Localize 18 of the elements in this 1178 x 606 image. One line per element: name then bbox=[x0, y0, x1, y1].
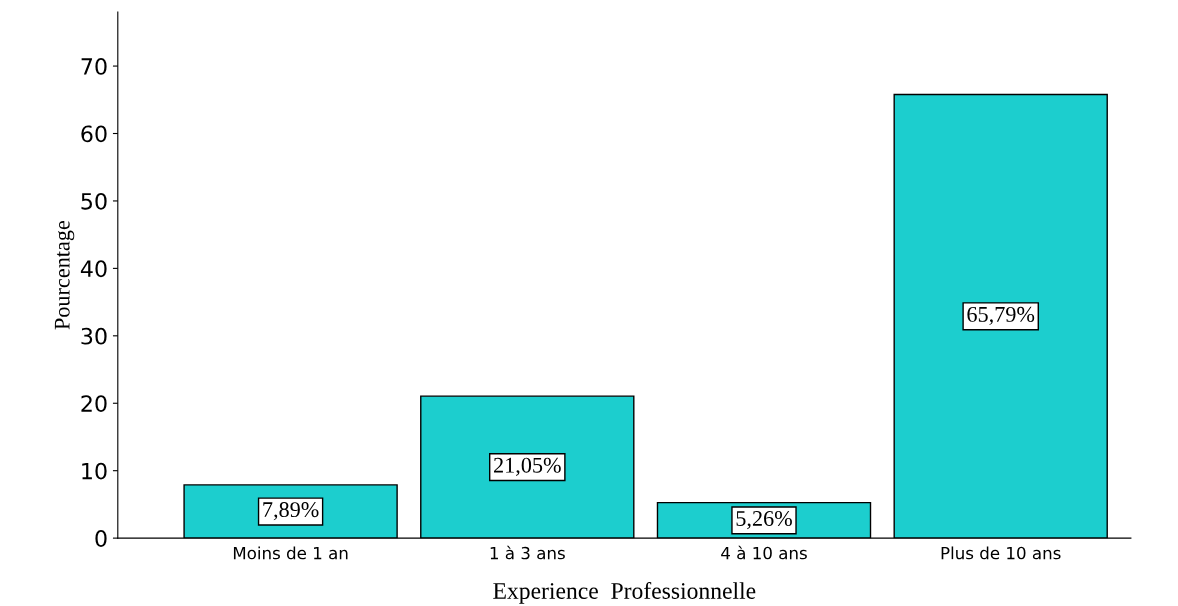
y-tick-label: 30 bbox=[81, 327, 107, 345]
x-tick-label: 1 à 3 ans bbox=[490, 545, 565, 560]
y-tick-label: 60 bbox=[81, 125, 107, 143]
x-tick-label: Moins de 1 an bbox=[233, 546, 348, 560]
data-label: 21,05% bbox=[494, 457, 561, 476]
x-tick-label: 4 à 10 ans bbox=[721, 545, 807, 560]
data-label: 7,89% bbox=[263, 502, 319, 521]
y-tick-label: 50 bbox=[81, 192, 107, 210]
data-label: 65,79% bbox=[967, 306, 1035, 326]
y-tick-label: 0 bbox=[95, 530, 107, 547]
y-axis-title: Pourcentage bbox=[54, 220, 75, 330]
y-tick-label: 40 bbox=[80, 260, 107, 278]
y-tick-label: 70 bbox=[81, 58, 107, 75]
data-label: 5,26% bbox=[736, 510, 792, 530]
x-tick-label: Plus de 10 ans bbox=[941, 546, 1061, 560]
x-axis-title: Experience Professionnelle bbox=[493, 582, 756, 604]
y-tick-label: 20 bbox=[81, 395, 107, 413]
y-tick-label: 10 bbox=[82, 462, 107, 480]
